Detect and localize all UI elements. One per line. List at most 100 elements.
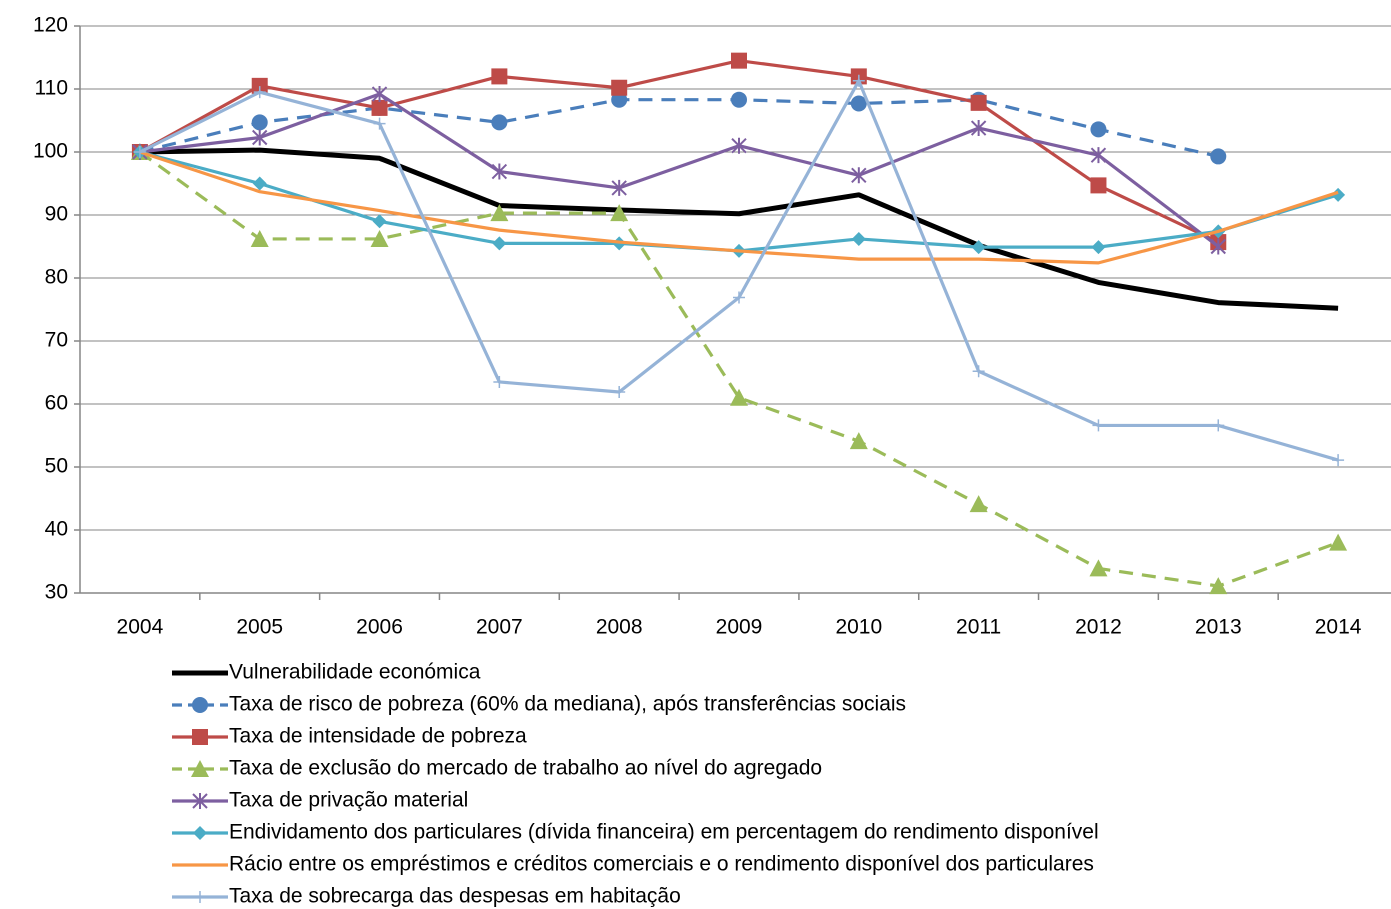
x-tick-label: 2011 <box>956 616 1001 639</box>
y-tick-label: 80 <box>45 266 68 289</box>
marker <box>491 163 508 180</box>
marker <box>251 114 268 131</box>
marker <box>1329 533 1348 551</box>
marker <box>852 74 865 87</box>
series <box>139 147 1339 311</box>
marker <box>1090 147 1107 164</box>
marker <box>490 204 509 222</box>
marker <box>492 236 507 251</box>
x-tick-label: 2005 <box>236 616 283 639</box>
marker <box>252 129 268 146</box>
marker <box>731 52 747 69</box>
legend-item: Vulnerabilidade económica <box>172 661 481 684</box>
marker <box>613 386 626 399</box>
marker <box>491 114 508 131</box>
marker <box>253 86 266 99</box>
marker <box>250 229 269 247</box>
marker <box>733 291 745 304</box>
marker <box>192 697 208 713</box>
x-tick-label: 2004 <box>117 616 164 639</box>
marker <box>1092 419 1105 432</box>
marker <box>191 760 209 777</box>
y-tick-label: 60 <box>45 392 68 415</box>
series-line <box>139 59 1219 244</box>
marker <box>850 95 867 112</box>
marker <box>1091 240 1106 255</box>
marker <box>133 146 146 158</box>
series-line <box>139 98 1219 158</box>
marker <box>192 793 208 809</box>
y-tick-label: 100 <box>33 140 68 163</box>
marker <box>851 167 867 184</box>
marker <box>373 117 386 130</box>
marker <box>1210 238 1226 255</box>
legend-item: Endividamento dos particulares (dívida f… <box>172 821 1099 844</box>
legend-item: Taxa de sobrecarga das despesas em habit… <box>172 885 681 908</box>
series <box>139 150 1339 265</box>
y-tick-label: 30 <box>45 581 68 604</box>
legend-label: Vulnerabilidade económica <box>229 661 481 684</box>
x-tick-label: 2008 <box>596 616 643 639</box>
marker <box>251 77 268 94</box>
marker <box>1090 177 1107 194</box>
marker <box>193 826 207 840</box>
marker <box>970 120 987 137</box>
y-tick-label: 70 <box>45 329 68 352</box>
marker <box>611 179 627 196</box>
series <box>130 143 1348 595</box>
y-tick-label: 110 <box>35 77 68 100</box>
marker <box>371 99 388 116</box>
legend-item: Taxa de privação material <box>172 789 468 812</box>
marker <box>1332 454 1345 467</box>
x-tick-label: 2010 <box>835 616 882 639</box>
x-tick-label: 2013 <box>1195 616 1242 639</box>
legend-item: Taxa de risco de pobreza (60% da mediana… <box>172 693 906 716</box>
marker <box>730 388 748 406</box>
legend-label: Rácio entre os empréstimos e créditos co… <box>229 853 1094 876</box>
series-line <box>139 150 1339 265</box>
y-tick-label: 50 <box>45 455 68 478</box>
marker <box>371 86 388 103</box>
marker <box>971 240 986 255</box>
legend-label: Taxa de sobrecarga das despesas em habit… <box>229 885 681 908</box>
legend-item: Taxa de intensidade de pobreza <box>172 725 527 748</box>
marker <box>1212 419 1225 432</box>
legend-label: Taxa de intensidade de pobreza <box>229 725 527 748</box>
legend-item: Taxa de exclusão do mercado de trabalho … <box>172 757 822 780</box>
y-tick-label: 90 <box>45 203 68 226</box>
marker <box>370 229 389 247</box>
marker <box>731 137 747 154</box>
y-tick-label: 120 <box>33 14 68 37</box>
marker <box>372 214 387 229</box>
marker <box>192 729 208 745</box>
x-tick-label: 2014 <box>1315 616 1362 639</box>
marker <box>493 375 506 388</box>
marker <box>611 79 628 96</box>
x-tick-label: 2007 <box>476 616 523 639</box>
series-line <box>139 92 1220 248</box>
marker <box>1090 121 1107 138</box>
x-tick-label: 2012 <box>1075 616 1122 639</box>
series <box>133 74 1345 467</box>
marker <box>1089 559 1108 577</box>
marker <box>252 176 267 191</box>
x-tick-label: 2006 <box>356 616 403 639</box>
marker <box>731 91 747 108</box>
legend-label: Taxa de exclusão do mercado de trabalho … <box>229 757 822 780</box>
legend-label: Taxa de risco de pobreza (60% da mediana… <box>229 693 906 716</box>
marker <box>491 68 508 85</box>
series <box>132 86 1226 255</box>
marker <box>1331 187 1346 202</box>
marker <box>610 204 629 222</box>
legend-label: Taxa de privação material <box>229 789 468 812</box>
legend-label: Endividamento dos particulares (dívida f… <box>229 821 1099 844</box>
marker <box>970 94 987 111</box>
series-line <box>139 147 1339 311</box>
y-tick-label: 40 <box>45 518 68 541</box>
marker <box>849 432 868 450</box>
marker <box>1210 148 1227 165</box>
marker <box>851 231 866 246</box>
marker <box>194 891 206 903</box>
marker <box>972 365 985 378</box>
